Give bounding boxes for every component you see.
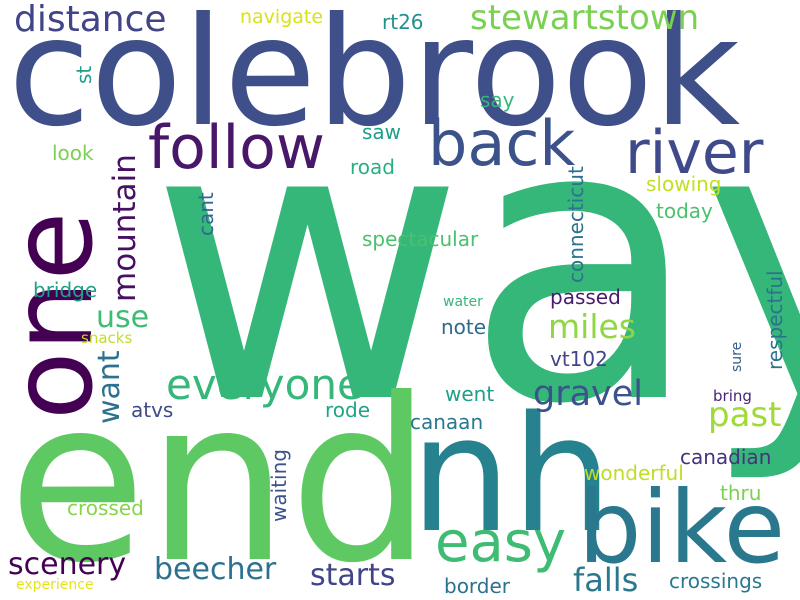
word: waiting (267, 449, 291, 522)
word: sure (729, 341, 745, 372)
word: spectacular (362, 227, 479, 251)
word: atvs (131, 398, 174, 422)
word: went (445, 382, 495, 406)
word: st (72, 65, 96, 84)
word: canaan (410, 410, 484, 434)
word: slowing (646, 172, 722, 196)
word: way (150, 40, 800, 488)
word: say (480, 88, 515, 112)
word: note (441, 315, 487, 339)
word: look (52, 141, 94, 165)
word: distance (14, 0, 167, 40)
word: past (708, 395, 782, 435)
word: canadian (680, 445, 772, 469)
word: navigate (240, 6, 324, 28)
word: bridge (33, 278, 98, 302)
word: wonderful (584, 461, 684, 485)
word: respectful (763, 270, 787, 370)
word: rode (325, 398, 371, 422)
word: end (8, 351, 432, 600)
word: bring (713, 387, 752, 405)
word: thru (720, 481, 762, 505)
word: miles (548, 307, 636, 346)
word: bike (578, 469, 786, 586)
word: falls (573, 561, 639, 599)
word: river (625, 118, 764, 188)
word: want (92, 350, 127, 424)
word: crossed (67, 496, 144, 520)
word: stewartstown (470, 0, 700, 38)
word: connecticut (564, 166, 588, 283)
word: follow (148, 113, 325, 183)
word: passed (550, 285, 621, 309)
word: gravel (533, 374, 644, 414)
word: water (443, 294, 483, 310)
word: border (444, 574, 511, 598)
word: saw (362, 120, 402, 144)
word: cant (194, 192, 218, 236)
word: scenery (8, 547, 127, 582)
word: nh (410, 381, 613, 568)
word: crossings (669, 569, 763, 593)
word: road (350, 155, 395, 179)
word: starts (310, 558, 396, 593)
word: mountain (107, 154, 143, 302)
word: rt26 (382, 10, 424, 34)
word: back (428, 107, 576, 180)
word: today (656, 199, 713, 223)
word: experience (16, 577, 94, 593)
word: vt102 (550, 347, 608, 371)
word: colebrook (8, 0, 741, 160)
word: snacks (81, 329, 133, 347)
word: beecher (154, 552, 277, 587)
word: everyone (166, 360, 363, 409)
word: use (96, 300, 150, 335)
word: easy (435, 510, 567, 575)
